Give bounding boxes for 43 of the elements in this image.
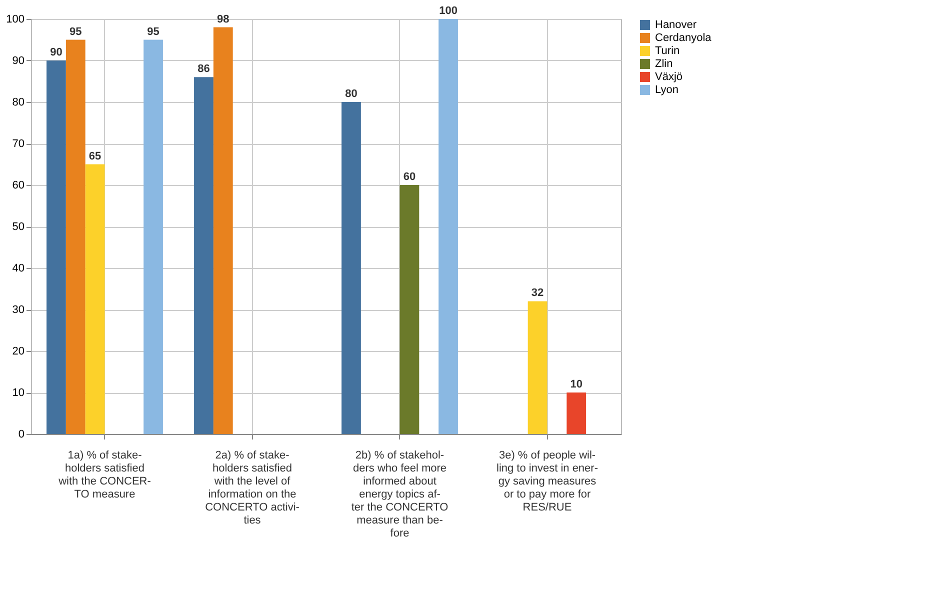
bar bbox=[342, 102, 361, 434]
bar bbox=[213, 27, 233, 434]
data-label: 80 bbox=[345, 88, 358, 100]
bar bbox=[528, 301, 548, 434]
legend-label: Hanover bbox=[655, 19, 697, 31]
data-label: 95 bbox=[147, 26, 160, 38]
x-tick-label: 1a) % of stake- holders satisfied with the CONCER- TO measure bbox=[58, 450, 152, 500]
y-tick-label: 50 bbox=[12, 221, 24, 233]
x-tick-label: 3e) % of people wil- ling to invest in ener- gy saving measures or to pay more for RES/RUE bbox=[496, 450, 598, 514]
y-tick-label: 0 bbox=[18, 428, 24, 440]
legend-label: Lyon bbox=[655, 84, 678, 96]
data-label: 10 bbox=[570, 378, 582, 390]
y-tick-label: 40 bbox=[12, 262, 24, 274]
y-tick-label: 90 bbox=[12, 55, 24, 67]
y-tick-label: 20 bbox=[12, 346, 24, 358]
y-tick-label: 70 bbox=[12, 138, 24, 150]
legend-label: Cerdanyola bbox=[655, 32, 712, 44]
data-label: 65 bbox=[88, 150, 102, 162]
data-label: 95 bbox=[70, 26, 82, 38]
data-label: 32 bbox=[531, 287, 544, 300]
data-label: 60 bbox=[403, 171, 416, 183]
legend-label: Växjö bbox=[655, 71, 683, 83]
bar bbox=[566, 392, 586, 434]
y-tick-label: 100 bbox=[6, 14, 24, 26]
bar bbox=[46, 60, 66, 434]
bar bbox=[85, 164, 105, 434]
data-label: 90 bbox=[50, 46, 62, 58]
bar bbox=[144, 40, 163, 434]
bar bbox=[194, 77, 214, 434]
data-label: 98 bbox=[217, 13, 230, 26]
x-tick-label: 2a) % of stake- holders satisfied with the level of information on the CONCERTO activi- ties bbox=[205, 450, 300, 526]
y-tick-label: 30 bbox=[12, 304, 24, 316]
y-tick-label: 80 bbox=[12, 96, 24, 108]
y-tick-label: 60 bbox=[12, 180, 24, 192]
legend-label: Zlin bbox=[655, 58, 673, 70]
bar bbox=[438, 19, 458, 434]
legend-label: Turin bbox=[655, 45, 680, 57]
data-label: 86 bbox=[198, 63, 210, 76]
y-tick-label: 10 bbox=[12, 387, 24, 399]
bar bbox=[400, 185, 420, 434]
data-label: 100 bbox=[439, 5, 458, 17]
x-tick-label: 2b) % of stakehol- ders who feel more informed about energy topics af- ter the CONCERTO measure than be- fore bbox=[351, 450, 449, 540]
bar bbox=[66, 40, 86, 434]
